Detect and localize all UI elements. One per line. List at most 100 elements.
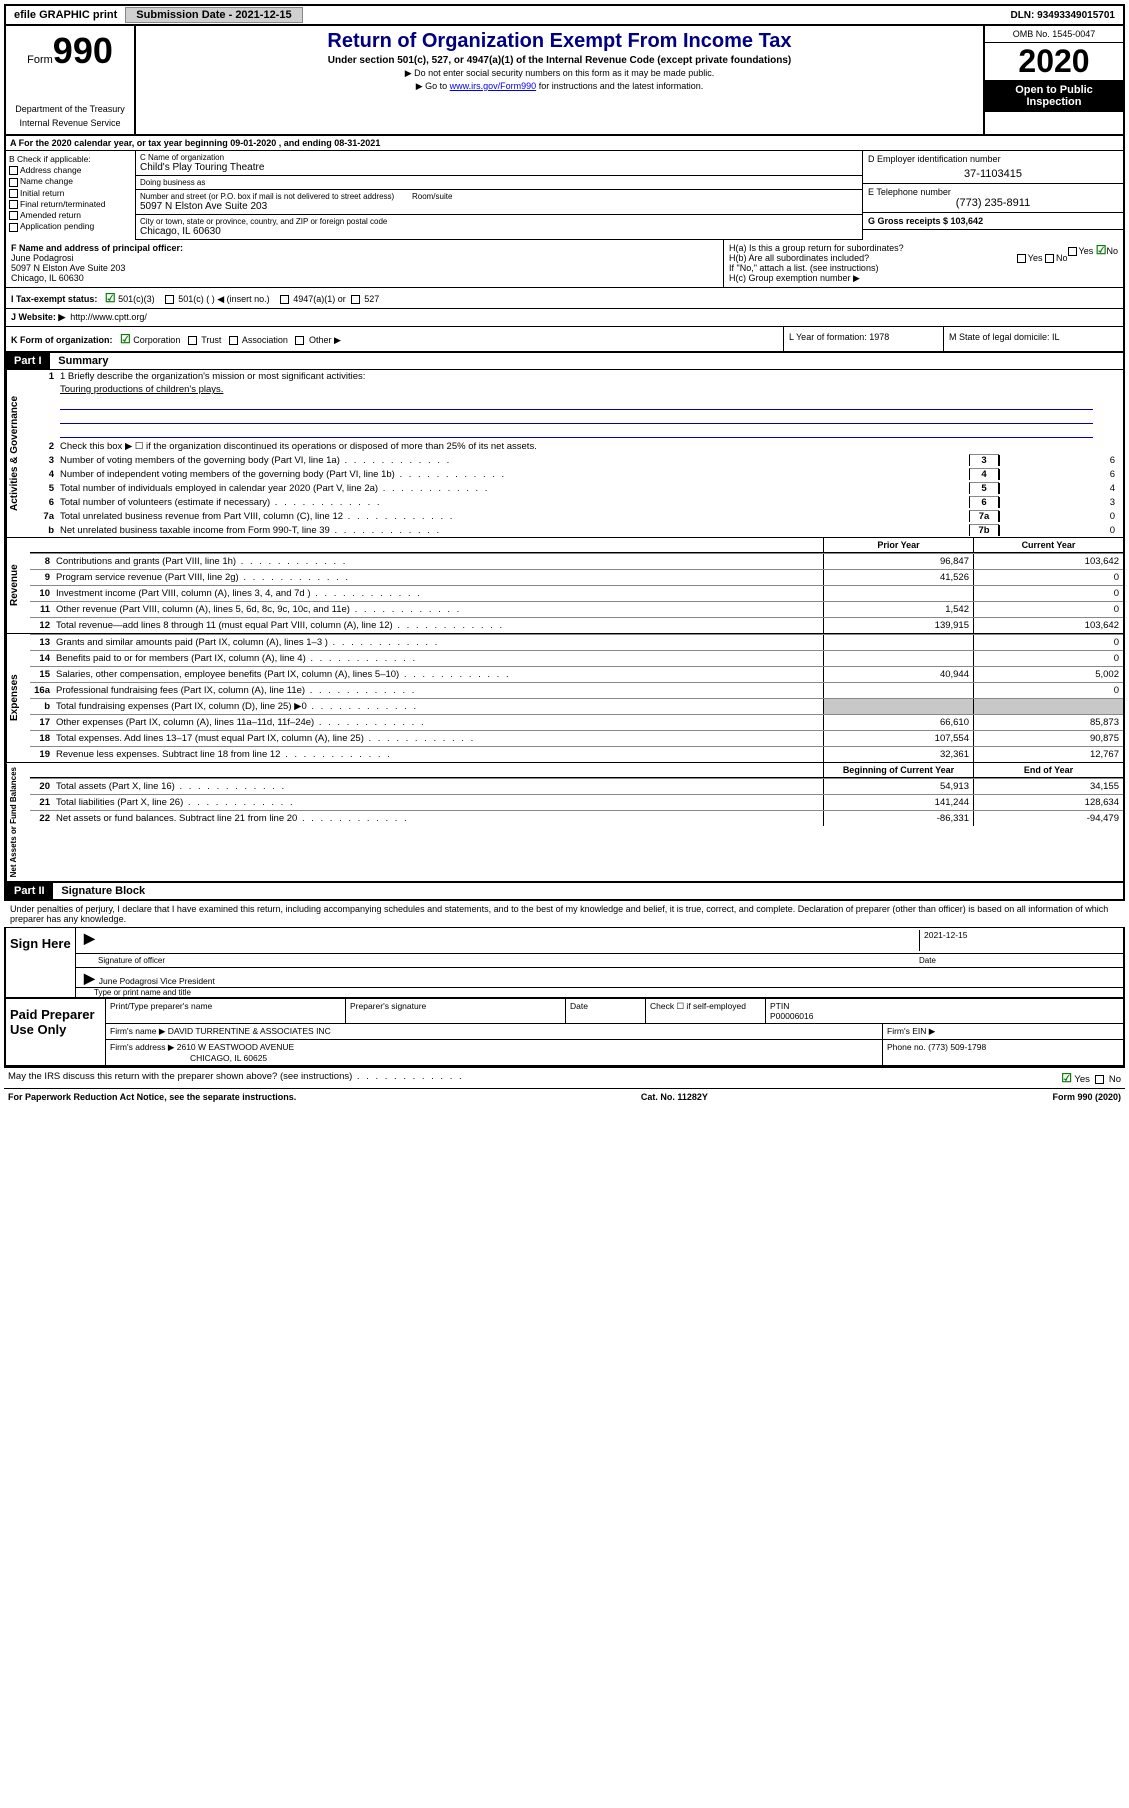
tax-year: 2020	[985, 43, 1123, 80]
sig-arrow-icon: ▶	[80, 930, 99, 951]
signature-section: Sign Here ▶ 2021-12-15 Signature of offi…	[4, 928, 1125, 999]
mission-text: Touring productions of children's plays.	[60, 384, 223, 395]
dept-irs: Internal Revenue Service	[10, 116, 130, 130]
firm-name: DAVID TURRENTINE & ASSOCIATES INC	[168, 1026, 331, 1036]
paid-preparer-label: Paid Preparer Use Only	[6, 999, 106, 1065]
table-row: 21Total liabilities (Part X, line 26)141…	[30, 794, 1123, 810]
firm-phone: Phone no. (773) 509-1798	[883, 1040, 1123, 1065]
chk-assoc[interactable]	[229, 336, 238, 345]
chk-527[interactable]	[351, 295, 360, 304]
part1-header: Part I	[6, 353, 50, 369]
irs-link[interactable]: www.irs.gov/Form990	[450, 81, 537, 91]
gov-line-7a: 7aTotal unrelated business revenue from …	[30, 509, 1123, 523]
officer-addr2: Chicago, IL 60630	[11, 273, 718, 283]
org-name: Child's Play Touring Theatre	[140, 162, 858, 173]
vlabel-governance: Activities & Governance	[6, 370, 30, 537]
gov-line-4: 4Number of independent voting members of…	[30, 467, 1123, 481]
omb-number: OMB No. 1545-0047	[985, 26, 1123, 43]
gov-line-3: 3Number of voting members of the governi…	[30, 453, 1123, 467]
form-label: Form	[27, 54, 53, 66]
table-row: 16aProfessional fundraising fees (Part I…	[30, 682, 1123, 698]
vlabel-revenue: Revenue	[6, 538, 30, 633]
table-row: 19Revenue less expenses. Subtract line 1…	[30, 746, 1123, 762]
officer-addr1: 5097 N Elston Ave Suite 203	[11, 263, 718, 273]
form-header: Form990 Department of the Treasury Inter…	[4, 26, 1125, 136]
table-row: 10Investment income (Part VIII, column (…	[30, 585, 1123, 601]
form-title: Return of Organization Exempt From Incom…	[142, 30, 977, 53]
dln-label: DLN: 93493349015701	[1010, 10, 1123, 21]
chk-address-change[interactable]	[9, 166, 18, 175]
ptin-value: P00006016	[770, 1011, 1119, 1021]
prior-year-hdr: Prior Year	[823, 538, 973, 552]
chk-name-change[interactable]	[9, 178, 18, 187]
form-number: 990	[53, 30, 113, 71]
table-row: bTotal fundraising expenses (Part IX, co…	[30, 698, 1123, 714]
end-year-hdr: End of Year	[973, 763, 1123, 777]
officer-name: June Podagrosi	[11, 253, 718, 263]
discuss-row: May the IRS discuss this return with the…	[4, 1067, 1125, 1088]
officer-printed: June Podagrosi Vice President	[99, 976, 215, 985]
table-row: 17Other expenses (Part IX, column (A), l…	[30, 714, 1123, 730]
table-row: 12Total revenue—add lines 8 through 11 (…	[30, 617, 1123, 633]
chk-amended[interactable]	[9, 211, 18, 220]
chk-4947[interactable]	[280, 295, 289, 304]
part1-title: Summary	[52, 355, 108, 367]
row-a-taxyear: A For the 2020 calendar year, or tax yea…	[4, 136, 1125, 151]
chk-other[interactable]	[295, 336, 304, 345]
submission-date[interactable]: Submission Date - 2021-12-15	[125, 7, 302, 23]
street-address: 5097 N Elston Ave Suite 203	[140, 201, 858, 212]
beg-year-hdr: Beginning of Current Year	[823, 763, 973, 777]
blank-line	[60, 398, 1093, 410]
blank-line	[60, 412, 1093, 424]
officer-row: F Name and address of principal officer:…	[4, 240, 1125, 288]
city-address: Chicago, IL 60630	[140, 226, 858, 237]
table-row: 8Contributions and grants (Part VIII, li…	[30, 553, 1123, 569]
hb-no[interactable]	[1045, 254, 1054, 263]
ein-value: 37-1103415	[868, 168, 1118, 180]
col-b-checkboxes: B Check if applicable: Address change Na…	[6, 151, 136, 240]
note-ssn: ▶ Do not enter social security numbers o…	[142, 68, 977, 79]
public-inspection: Open to Public Inspection	[985, 80, 1123, 112]
vlabel-expenses: Expenses	[6, 634, 30, 762]
gov-line-6: 6Total number of volunteers (estimate if…	[30, 495, 1123, 509]
gov-line-5: 5Total number of individuals employed in…	[30, 481, 1123, 495]
sig-date: 2021-12-15	[919, 930, 1119, 951]
dept-treasury: Department of the Treasury	[10, 102, 130, 116]
org-form-row: K Form of organization: ☑ Corporation Tr…	[4, 327, 1125, 353]
ha-yes[interactable]	[1068, 247, 1077, 256]
dba-label: Doing business as	[140, 178, 205, 187]
paid-preparer-section: Paid Preparer Use Only Print/Type prepar…	[4, 999, 1125, 1067]
table-row: 11Other revenue (Part VIII, column (A), …	[30, 601, 1123, 617]
table-row: 9Program service revenue (Part VIII, lin…	[30, 569, 1123, 585]
chk-application[interactable]	[9, 223, 18, 232]
page-footer: For Paperwork Reduction Act Notice, see …	[4, 1088, 1125, 1105]
website-url: http://www.cptt.org/	[70, 312, 147, 322]
ein-label: D Employer identification number	[868, 154, 1118, 164]
blank-line	[60, 426, 1093, 438]
sig-arrow-icon: ▶	[80, 970, 99, 985]
current-year-hdr: Current Year	[973, 538, 1123, 552]
table-row: 22Net assets or fund balances. Subtract …	[30, 810, 1123, 826]
firm-addr1: 2610 W EASTWOOD AVENUE	[177, 1042, 294, 1052]
website-row: J Website: ▶ http://www.cptt.org/	[4, 309, 1125, 327]
note-link: ▶ Go to www.irs.gov/Form990 for instruct…	[142, 81, 977, 92]
state-domicile: M State of legal domicile: IL	[943, 327, 1123, 351]
year-formation: L Year of formation: 1978	[783, 327, 943, 351]
table-row: 13Grants and similar amounts paid (Part …	[30, 634, 1123, 650]
tel-label: E Telephone number	[868, 187, 1118, 197]
part2-header: Part II	[6, 883, 53, 899]
identity-grid: B Check if applicable: Address change Na…	[4, 151, 1125, 240]
discuss-no[interactable]	[1095, 1075, 1104, 1084]
table-row: 18Total expenses. Add lines 13–17 (must …	[30, 730, 1123, 746]
tel-value: (773) 235-8911	[868, 197, 1118, 209]
chk-final-return[interactable]	[9, 200, 18, 209]
chk-501c[interactable]	[165, 295, 174, 304]
table-row: 15Salaries, other compensation, employee…	[30, 666, 1123, 682]
chk-initial-return[interactable]	[9, 189, 18, 198]
tax-exempt-row: I Tax-exempt status: ☑ 501(c)(3) 501(c) …	[4, 288, 1125, 309]
vlabel-netassets: Net Assets or Fund Balances	[6, 763, 30, 881]
table-row: 20Total assets (Part X, line 16)54,91334…	[30, 778, 1123, 794]
hb-yes[interactable]	[1017, 254, 1026, 263]
sign-here-label: Sign Here	[6, 928, 76, 997]
chk-trust[interactable]	[188, 336, 197, 345]
